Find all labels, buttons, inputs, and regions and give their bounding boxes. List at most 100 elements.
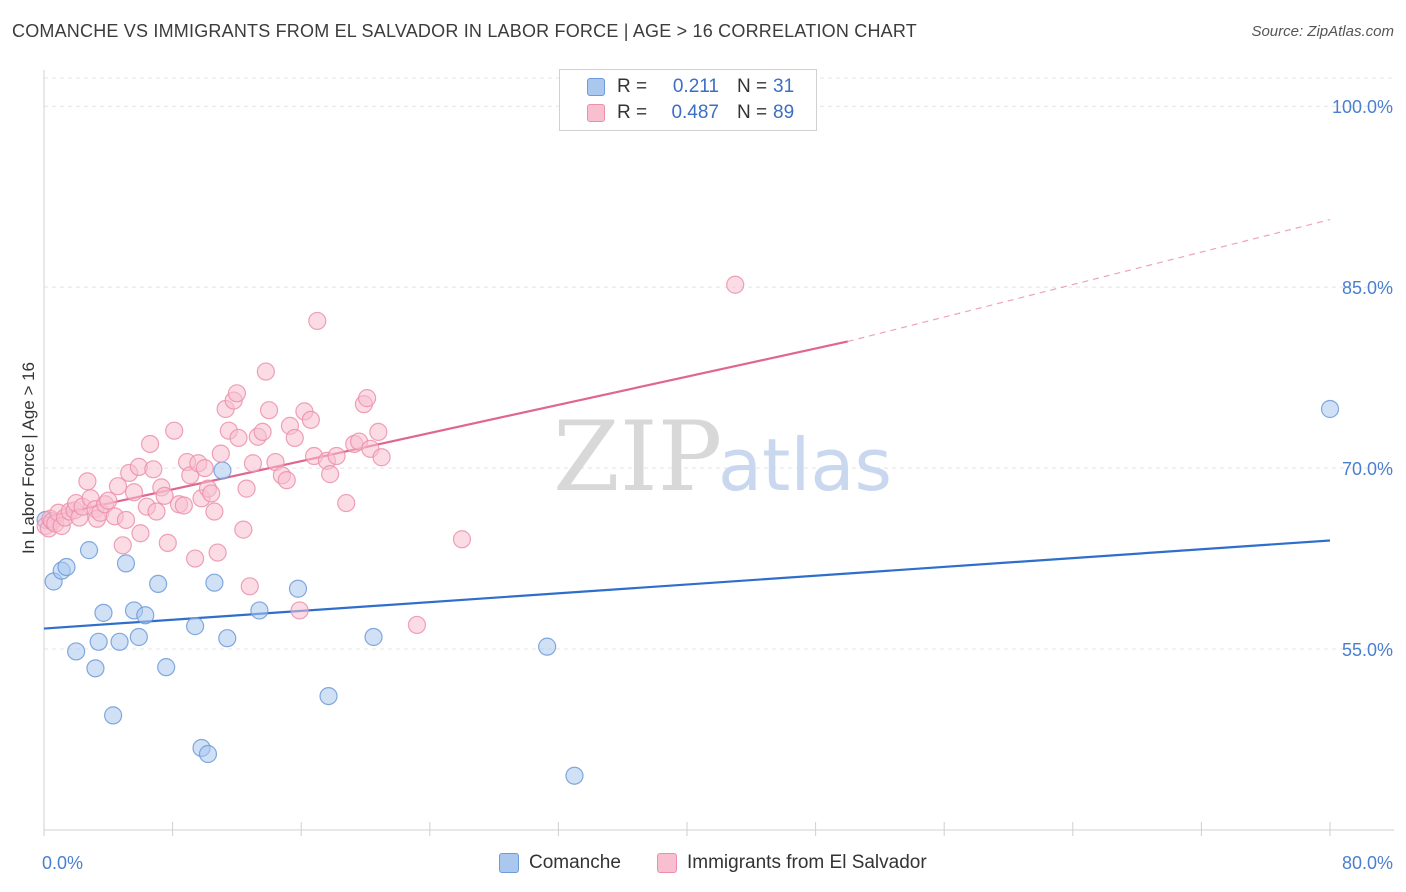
salvador-point <box>256 362 275 381</box>
comanche-point <box>149 574 168 594</box>
salvador-point <box>155 486 174 505</box>
comanche-point <box>319 686 338 706</box>
y-tick-label: 55.0% <box>1342 640 1393 660</box>
salvador-point <box>240 577 259 596</box>
salvador-point <box>174 496 193 515</box>
salvador-point <box>726 275 745 294</box>
comanche-swatch <box>587 78 605 96</box>
legend-n-label: N = <box>737 76 768 97</box>
legend-n-value: 31 <box>773 76 795 97</box>
salvador-point <box>237 479 256 498</box>
salvador-trendline-projection <box>847 219 1331 343</box>
salvador-point <box>358 389 377 408</box>
watermark-atlas: atlas <box>718 423 892 507</box>
salvador-point <box>99 491 118 510</box>
salvador-swatch <box>587 104 605 122</box>
comanche-trendline <box>43 539 1331 630</box>
comanche-point <box>198 744 218 764</box>
salvador-point <box>234 520 253 539</box>
comanche-point <box>218 629 237 648</box>
legend-n-value: 89 <box>773 102 795 123</box>
watermark-zip: ZIP <box>553 401 722 513</box>
comanche-point <box>250 601 269 620</box>
salvador-point <box>290 601 309 620</box>
comanche-point <box>110 632 129 651</box>
salvador-point <box>372 448 391 467</box>
x-tick-label-min: 0.0% <box>42 853 83 873</box>
salvador-point <box>211 444 230 463</box>
tick-labels: 55.0% 70.0% 85.0% 100.0% 0.0% 80.0% <box>42 97 1393 873</box>
legend-r-label: R = <box>617 102 648 123</box>
legend-row-salvador: R = 0.487 N = 89 <box>587 100 794 126</box>
salvador-legend-swatch <box>657 853 677 873</box>
comanche-point <box>104 706 123 725</box>
salvador-point <box>229 428 248 448</box>
comanche-legend-label: Comanche <box>529 852 621 873</box>
comanche-point <box>136 606 155 625</box>
legend-r-value: 0.211 <box>672 76 719 97</box>
salvador-point <box>301 410 320 429</box>
salvador-point <box>337 493 356 513</box>
comanche-point <box>89 632 108 651</box>
salvador-point <box>147 502 166 521</box>
salvador-point <box>227 384 246 403</box>
comanche-point <box>288 579 308 598</box>
y-axis-label: In Labor Force | Age > 16 <box>19 362 38 554</box>
comanche-point <box>79 541 99 560</box>
salvador-point <box>202 484 221 503</box>
salvador-trendline <box>43 340 848 519</box>
comanche-point <box>157 658 176 677</box>
y-tick-label: 100.0% <box>1332 97 1393 117</box>
salvador-point <box>308 311 327 331</box>
comanche-point <box>538 637 557 656</box>
salvador-point <box>158 533 177 552</box>
salvador-point <box>259 401 279 420</box>
salvador-point <box>321 465 340 484</box>
salvador-point <box>144 460 163 479</box>
salvador-point <box>108 477 128 496</box>
axes <box>43 70 1394 836</box>
legend-n-label: N = <box>737 102 768 123</box>
comanche-point <box>1320 399 1340 419</box>
comanche-point <box>116 554 136 573</box>
chart-title: COMANCHE VS IMMIGRANTS FROM EL SALVADOR … <box>12 21 917 41</box>
comanche-point <box>186 617 205 636</box>
salvador-point <box>369 422 388 442</box>
comanche-point <box>67 642 86 661</box>
salvador-point <box>165 421 184 440</box>
salvador-point <box>452 530 472 549</box>
x-tick-label-max: 80.0% <box>1342 853 1393 873</box>
salvador-point <box>195 458 214 478</box>
comanche-point <box>565 766 584 785</box>
salvador-point <box>131 524 150 543</box>
comanche-point <box>57 557 76 577</box>
salvador-point <box>78 472 97 491</box>
salvador-point <box>124 483 144 502</box>
salvador-point <box>277 471 296 490</box>
comanche-point <box>205 573 224 592</box>
salvador-point <box>407 615 427 635</box>
comanche-point <box>364 627 383 647</box>
salvador-legend-label: Immigrants from El Salvador <box>687 852 927 873</box>
salvador-point <box>285 428 304 448</box>
salvador-point <box>113 536 132 555</box>
y-tick-label: 70.0% <box>1342 459 1393 479</box>
salvador-point <box>208 543 227 562</box>
salvador-point <box>186 549 205 568</box>
source-label: Source: ZipAtlas.com <box>1251 23 1394 40</box>
gridlines <box>44 77 1394 650</box>
salvador-point <box>327 446 346 466</box>
salvador-point <box>243 454 263 473</box>
bottom-legend-comanche: Comanche <box>499 852 621 874</box>
legend-row-comanche: R = 0.211 N = 31 <box>587 74 794 100</box>
legend-r-label: R = <box>617 76 648 97</box>
salvador-point <box>253 422 272 442</box>
salvador-point <box>116 510 136 530</box>
legend-r-value: 0.487 <box>671 102 719 123</box>
correlation-legend: R = 0.211 N = 31 R = 0.487 N = 89 <box>559 69 817 131</box>
comanche-point <box>213 461 232 480</box>
comanche-legend-swatch <box>499 853 519 873</box>
comanche-point <box>86 659 105 678</box>
comanche-point <box>129 627 148 647</box>
